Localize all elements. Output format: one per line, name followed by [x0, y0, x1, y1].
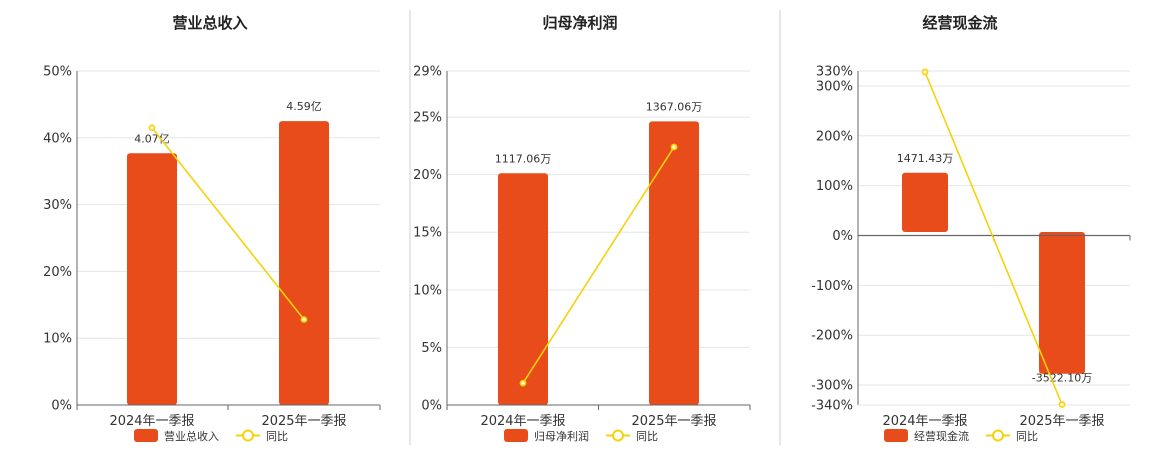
- y-tick-label: -340%: [811, 399, 853, 414]
- y-tick-label: 25%: [413, 111, 442, 126]
- chart-title: 经营现金流: [922, 14, 997, 32]
- yoy-point: [1058, 401, 1066, 408]
- y-tick-label: 50%: [43, 65, 72, 80]
- y-tick-label: -100%: [811, 279, 853, 294]
- y-tick-label: 15%: [413, 226, 442, 241]
- yoy-point: [670, 143, 678, 151]
- bar-value-label: 1117.06万: [495, 152, 552, 165]
- bar: [279, 121, 329, 405]
- y-tick-label: 0%: [51, 399, 72, 414]
- y-tick-label: 200%: [816, 129, 853, 144]
- y-tick-label: 0%: [421, 399, 442, 414]
- yoy-point: [921, 68, 929, 76]
- legend-bar-label: 归母净利润: [534, 429, 589, 443]
- x-tick-label: 2024年一季报: [882, 414, 967, 429]
- bar: [498, 173, 548, 405]
- yoy-point: [148, 124, 156, 132]
- x-tick-label: 2025年一季报: [1019, 414, 1104, 429]
- bar-value-label: -3522.10万: [1032, 372, 1092, 385]
- y-tick-label: 5%: [421, 341, 442, 356]
- y-tick-label: 40%: [43, 131, 72, 146]
- y-tick-label: 29%: [413, 65, 442, 80]
- y-tick-label: 10%: [413, 283, 442, 298]
- bar: [1039, 231, 1085, 374]
- yoy-series-line: [522, 146, 675, 384]
- x-tick-label: 2024年一季报: [480, 414, 565, 429]
- legend-bar-swatch: [504, 429, 528, 442]
- legend-line-label: 同比: [266, 430, 288, 443]
- legend-line-label: 同比: [1016, 430, 1038, 443]
- y-tick-label: -300%: [811, 379, 853, 394]
- bar-value-label: 1367.06万: [646, 100, 703, 113]
- y-tick-label: 10%: [43, 332, 72, 347]
- y-tick-label: 30%: [43, 198, 72, 213]
- y-tick-label: 100%: [816, 179, 853, 194]
- bar: [127, 153, 177, 405]
- yoy-point: [519, 379, 527, 387]
- y-tick-label: -200%: [811, 329, 853, 344]
- yoy-series-line: [924, 71, 1063, 405]
- legend-line-marker: [242, 429, 254, 442]
- chart-title: 营业总收入: [172, 14, 247, 32]
- legend-bar-swatch: [134, 429, 158, 442]
- x-tick-label: 2024年一季报: [109, 414, 194, 429]
- legend-line-label: 同比: [636, 430, 658, 443]
- legend-line-marker: [612, 429, 624, 442]
- y-tick-label: 0%: [832, 229, 853, 244]
- y-tick-label: 300%: [816, 79, 853, 94]
- legend-bar-label: 营业总收入: [164, 429, 219, 443]
- legend-bar-label: 经营现金流: [914, 429, 969, 443]
- bar-value-label: 4.07亿: [134, 132, 170, 145]
- legend-bar-swatch: [884, 429, 908, 442]
- bar-value-label: 1471.43万: [897, 152, 954, 165]
- legend-line-marker: [992, 429, 1004, 442]
- bar: [649, 121, 699, 405]
- yoy-point: [300, 316, 308, 323]
- y-tick-label: 330%: [816, 65, 853, 80]
- bar-value-label: 4.59亿: [286, 100, 322, 113]
- y-tick-label: 20%: [43, 265, 72, 280]
- yoy-series-line: [151, 127, 305, 320]
- chart-title: 归母净利润: [542, 14, 617, 32]
- y-tick-label: 20%: [413, 168, 442, 183]
- x-tick-label: 2025年一季报: [261, 414, 346, 429]
- bar: [902, 172, 948, 232]
- x-tick-label: 2025年一季报: [631, 414, 716, 429]
